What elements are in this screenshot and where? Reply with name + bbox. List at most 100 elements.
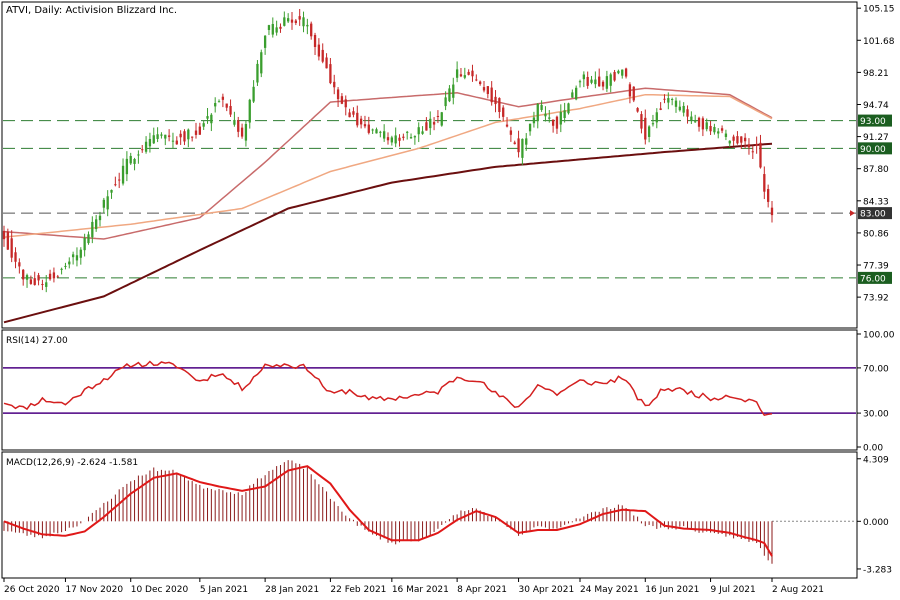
candle-body xyxy=(663,98,666,100)
candle-body xyxy=(647,126,651,137)
candle-body xyxy=(770,207,774,216)
candle-body xyxy=(525,138,528,145)
candle-body xyxy=(118,179,121,181)
candle-body xyxy=(674,100,678,107)
candle-body xyxy=(6,231,9,250)
level-tag-label: 76.00 xyxy=(860,274,886,284)
x-tick-label: 28 Jan 2021 xyxy=(265,585,319,595)
candle-body xyxy=(763,174,766,192)
candle-body xyxy=(10,238,13,258)
candle-body xyxy=(482,87,486,91)
candle-body xyxy=(14,252,17,262)
candle-body xyxy=(394,135,397,144)
candle-body xyxy=(148,138,152,147)
candle-body xyxy=(743,137,747,142)
candle-body xyxy=(578,81,582,83)
candle-body xyxy=(279,26,282,29)
level-tag-label: 93.00 xyxy=(860,117,886,127)
candle-body xyxy=(217,101,221,103)
candle-body xyxy=(406,131,409,133)
candle-body xyxy=(25,275,29,280)
macd-label: MACD(12,26,9) -2.624 -1.581 xyxy=(6,458,138,468)
candle-body xyxy=(290,19,294,23)
candle-body xyxy=(386,137,390,141)
candle-body xyxy=(559,112,562,125)
candle-body xyxy=(413,136,417,138)
x-tick-label: 26 Oct 2020 xyxy=(4,585,60,595)
level-tag xyxy=(858,271,892,284)
candle-body xyxy=(367,124,370,133)
x-tick-label: 5 Jan 2021 xyxy=(200,585,248,595)
candle-body xyxy=(432,122,436,125)
rsi-y-tick-label: 30.00 xyxy=(863,410,889,420)
candle-body xyxy=(502,107,505,117)
candle-body xyxy=(229,106,232,115)
candle-body xyxy=(621,69,624,76)
candle-body xyxy=(563,110,566,118)
candle-body xyxy=(586,76,589,86)
candle-body xyxy=(87,234,90,244)
candle-body xyxy=(383,131,386,139)
x-tick-label: 10 Dec 2020 xyxy=(131,585,189,595)
candle-body xyxy=(56,276,59,278)
candle-body xyxy=(436,115,440,117)
candle-body xyxy=(632,86,635,101)
candle-body xyxy=(129,155,132,164)
candle-body xyxy=(624,68,628,77)
candle-body xyxy=(655,112,658,123)
candle-body xyxy=(678,106,681,111)
candle-body xyxy=(659,108,662,110)
candle-body xyxy=(179,133,182,138)
candle-body xyxy=(398,137,401,141)
candle-body xyxy=(267,25,271,31)
candle-body xyxy=(194,130,198,135)
level-tag xyxy=(858,114,892,127)
candle-body xyxy=(371,129,374,131)
candle-body xyxy=(732,136,735,141)
moving-average-line xyxy=(3,87,773,240)
candle-body xyxy=(167,135,171,137)
chart-title: ATVI, Daily: Activision Blizzard Inc. xyxy=(6,5,177,16)
candle-body xyxy=(455,69,459,78)
candle-body xyxy=(671,99,674,101)
candle-body xyxy=(498,98,501,113)
candle-body xyxy=(33,278,36,285)
candle-body xyxy=(22,269,25,280)
candle-body xyxy=(137,154,140,156)
moving-average-line xyxy=(3,142,773,324)
candle-body xyxy=(114,184,117,186)
candle-body xyxy=(555,116,559,129)
candle-body xyxy=(260,52,263,74)
candle-body xyxy=(29,279,33,284)
candle-body xyxy=(198,126,201,135)
rsi-y-tick-label: 70.00 xyxy=(863,364,889,374)
candle-body xyxy=(440,112,443,126)
price-y-tick-label: 84.33 xyxy=(863,197,889,207)
candle-body xyxy=(609,74,612,86)
candle-body xyxy=(513,142,516,145)
candle-body xyxy=(106,196,109,210)
candle-body xyxy=(287,18,290,22)
candle-body xyxy=(490,87,493,103)
candle-body xyxy=(694,121,697,123)
candle-body xyxy=(575,87,578,100)
candle-body xyxy=(156,134,159,139)
candle-body xyxy=(728,140,731,144)
x-tick-label: 22 Feb 2021 xyxy=(330,585,386,595)
candle-body xyxy=(651,123,655,125)
level-tag-label: 90.00 xyxy=(860,145,886,155)
candle-body xyxy=(755,143,758,146)
candle-body xyxy=(605,76,609,89)
candle-body xyxy=(64,265,67,267)
price-y-tick-label: 91.27 xyxy=(863,133,889,143)
candle-body xyxy=(356,112,359,126)
x-tick-label: 2 Aug 2021 xyxy=(772,585,824,595)
candle-body xyxy=(452,84,455,98)
candle-body xyxy=(83,237,86,251)
candle-body xyxy=(567,103,570,114)
candle-body xyxy=(252,86,255,102)
candle-body xyxy=(720,128,724,131)
macd-signal-line xyxy=(3,465,773,557)
candle-body xyxy=(417,127,420,135)
level-tag xyxy=(858,142,892,155)
